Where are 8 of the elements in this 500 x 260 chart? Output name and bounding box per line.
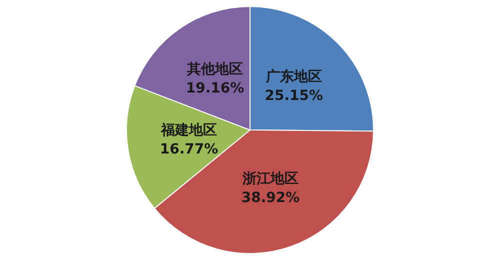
data-label: 38.92%	[241, 190, 300, 206]
data-label: 16.77%	[160, 141, 218, 158]
slice-label: 其他地区	[186, 62, 244, 78]
data-label: 25.15%	[264, 88, 324, 104]
slice-label: 广东地区	[264, 68, 322, 86]
slice-label: 福建地区	[160, 121, 218, 138]
data-label: 19.16%	[186, 80, 244, 97]
slice-label: 浙江地区	[242, 170, 299, 187]
